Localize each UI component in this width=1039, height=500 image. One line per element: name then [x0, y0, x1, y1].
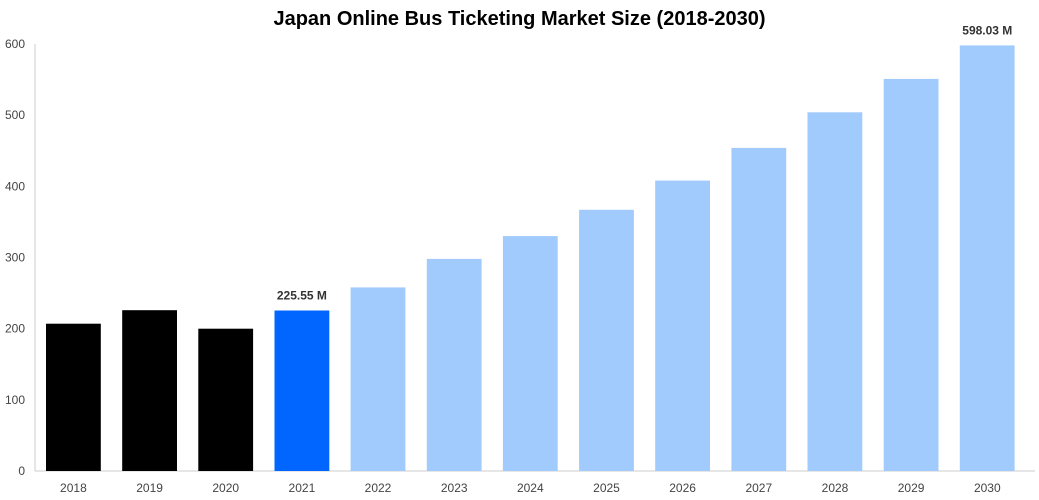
- bar-2027: [731, 147, 787, 471]
- x-tick-label: 2026: [669, 481, 696, 495]
- bar-2020: [198, 328, 254, 471]
- x-tick-label: 2030: [974, 481, 1001, 495]
- x-tick-label: 2025: [593, 481, 620, 495]
- x-tick-label: 2020: [212, 481, 239, 495]
- bar-2019: [122, 310, 177, 471]
- y-tick-label: 0: [18, 464, 25, 478]
- bar-2029: [883, 78, 939, 472]
- data-label: 225.55 M: [277, 289, 327, 303]
- chart-title: Japan Online Bus Ticketing Market Size (…: [273, 8, 766, 30]
- x-tick-label: 2024: [517, 481, 544, 495]
- x-tick-label: 2019: [136, 481, 163, 495]
- x-tick-label: 2028: [822, 481, 849, 495]
- x-tick-label: 2022: [365, 481, 392, 495]
- x-tick-label: 2018: [60, 481, 87, 495]
- x-tick-label: 2027: [745, 481, 772, 495]
- y-tick-label: 100: [5, 393, 25, 407]
- data-label: 598.03 M: [962, 23, 1012, 37]
- y-tick-label: 600: [5, 37, 25, 51]
- y-tick-label: 300: [5, 251, 25, 265]
- bar-2023: [426, 258, 482, 471]
- x-tick-label: 2029: [898, 481, 925, 495]
- x-tick-label: 2021: [289, 481, 316, 495]
- bar-2022: [350, 287, 406, 471]
- bar-2018: [46, 323, 101, 471]
- y-tick-label: 500: [5, 108, 25, 122]
- bar-2026: [655, 180, 710, 471]
- y-tick-label: 400: [5, 179, 25, 193]
- x-tick-label: 2023: [441, 481, 468, 495]
- y-tick-label: 200: [5, 322, 25, 336]
- bar-2025: [579, 209, 634, 472]
- bar-2028: [807, 112, 863, 472]
- bar-2030: [959, 45, 1015, 472]
- bar-2024: [502, 236, 558, 471]
- bar-2021: [274, 310, 330, 471]
